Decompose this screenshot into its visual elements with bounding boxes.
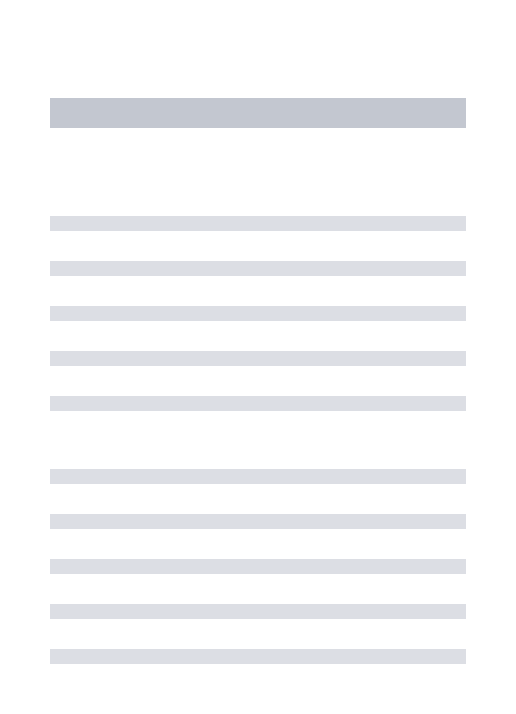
header-placeholder [50, 98, 466, 128]
text-line-placeholder [50, 649, 466, 664]
text-line-placeholder [50, 514, 466, 529]
text-line-placeholder [50, 216, 466, 231]
text-line-placeholder [50, 469, 466, 484]
text-line-placeholder [50, 351, 466, 366]
text-line-placeholder [50, 306, 466, 321]
text-line-placeholder [50, 396, 466, 411]
paragraph-placeholder-1 [50, 216, 466, 411]
paragraph-placeholder-2 [50, 469, 466, 664]
text-line-placeholder [50, 261, 466, 276]
text-line-placeholder [50, 604, 466, 619]
document-skeleton [0, 0, 516, 714]
text-line-placeholder [50, 559, 466, 574]
